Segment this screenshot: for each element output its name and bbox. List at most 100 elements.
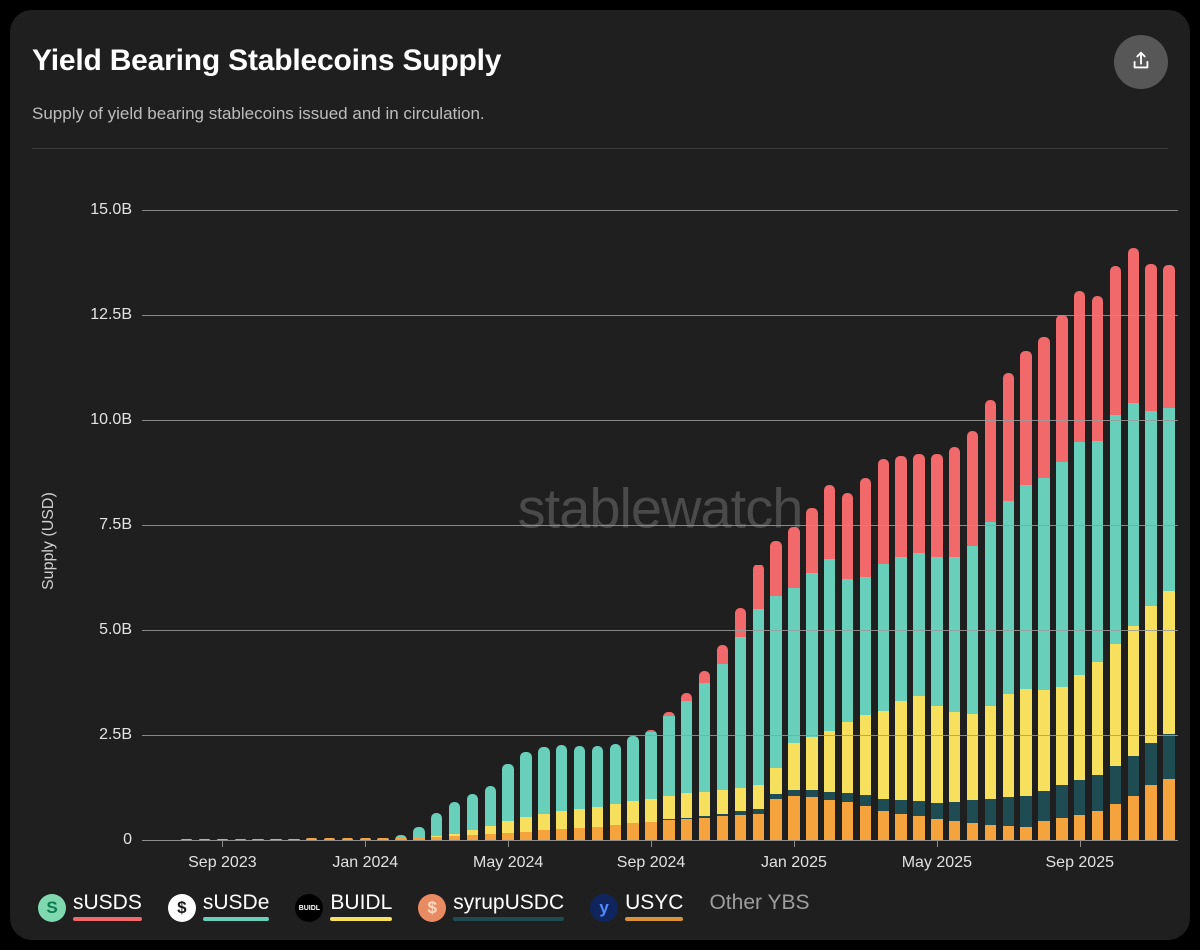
bar-column[interactable] bbox=[413, 826, 425, 840]
bar-segment-usyc bbox=[681, 819, 693, 840]
bar-column[interactable] bbox=[180, 839, 193, 840]
x-axis-tick-label: Jan 2025 bbox=[761, 854, 827, 871]
bar-column[interactable] bbox=[538, 747, 550, 840]
bar-column[interactable] bbox=[234, 839, 246, 840]
bar-series-group bbox=[142, 210, 1178, 840]
bar-segment-syrupusdc bbox=[698, 815, 711, 818]
bar-column[interactable] bbox=[395, 835, 407, 840]
bar-column[interactable] bbox=[931, 454, 943, 840]
bar-column[interactable] bbox=[716, 645, 729, 840]
bar-segment-buidl bbox=[448, 833, 461, 836]
legend-color-swatch bbox=[73, 917, 142, 921]
bar-column[interactable] bbox=[359, 837, 371, 840]
bar-segment-usyc bbox=[698, 817, 711, 840]
bar-segment-usyc bbox=[341, 838, 354, 840]
bar-segment-susds bbox=[1074, 291, 1086, 443]
legend-item-buidl[interactable]: BUIDL BUIDL bbox=[295, 892, 393, 922]
bar-column[interactable] bbox=[448, 802, 461, 840]
bar-column[interactable] bbox=[1038, 337, 1050, 840]
bar-column[interactable] bbox=[341, 838, 354, 840]
bar-column[interactable] bbox=[1020, 350, 1032, 840]
bar-column[interactable] bbox=[1127, 247, 1140, 840]
bar-column[interactable] bbox=[752, 564, 764, 840]
bar-segment-susde bbox=[413, 826, 425, 838]
legend-color-swatch bbox=[625, 917, 684, 921]
y-axis-tick-label: 0 bbox=[123, 831, 132, 848]
bar-segment-buidl bbox=[1091, 661, 1104, 775]
bar-column[interactable] bbox=[466, 794, 479, 840]
bar-column[interactable] bbox=[502, 764, 514, 840]
gridline bbox=[142, 420, 1178, 421]
bar-column[interactable] bbox=[305, 838, 318, 840]
bar-column[interactable] bbox=[591, 745, 604, 840]
bar-segment-usyc bbox=[1038, 821, 1050, 840]
bar-column[interactable] bbox=[823, 485, 836, 840]
bar-column[interactable] bbox=[1145, 263, 1157, 840]
legend-item-susde[interactable]: $ sUSDe bbox=[167, 892, 270, 922]
bar-column[interactable] bbox=[966, 430, 979, 840]
bar-segment-susde bbox=[431, 812, 443, 836]
bar-column[interactable] bbox=[323, 838, 336, 840]
bar-column[interactable] bbox=[1091, 296, 1104, 840]
susde-coin-icon: $ bbox=[167, 894, 196, 922]
bar-segment-buidl bbox=[806, 737, 818, 790]
bar-segment-usyc bbox=[645, 821, 657, 840]
bar-column[interactable] bbox=[681, 693, 693, 840]
bar-column[interactable] bbox=[484, 785, 497, 840]
legend-item-other-ybs[interactable]: Other YBS bbox=[709, 892, 809, 913]
x-axis-tick bbox=[793, 840, 795, 847]
bar-column[interactable] bbox=[949, 447, 961, 840]
bar-column[interactable] bbox=[913, 454, 925, 840]
bar-column[interactable] bbox=[1163, 265, 1175, 840]
bar-segment-usyc bbox=[1109, 804, 1122, 840]
bar-segment-usyc bbox=[966, 823, 979, 840]
legend-color-swatch bbox=[202, 917, 270, 921]
bar-column[interactable] bbox=[859, 477, 872, 840]
bar-segment-susds bbox=[752, 564, 764, 609]
bar-column[interactable] bbox=[1109, 265, 1122, 840]
bar-column[interactable] bbox=[288, 838, 300, 840]
bar-column[interactable] bbox=[627, 736, 639, 840]
bar-column[interactable] bbox=[806, 508, 818, 840]
bar-column[interactable] bbox=[645, 729, 657, 840]
y-axis-ticks: 0 2.5B 5.0B 7.5B 10.0B 12.5B 15.0B bbox=[10, 160, 132, 848]
x-axis-tick-label: May 2024 bbox=[473, 854, 544, 871]
bar-column[interactable] bbox=[984, 399, 997, 840]
bar-segment-buidl bbox=[966, 714, 979, 801]
bar-segment-susde bbox=[1002, 500, 1015, 694]
bar-column[interactable] bbox=[698, 670, 711, 840]
bar-column[interactable] bbox=[788, 527, 800, 840]
share-button[interactable] bbox=[1114, 35, 1168, 89]
bar-column[interactable] bbox=[252, 838, 264, 840]
bar-column[interactable] bbox=[431, 812, 443, 840]
bar-column[interactable] bbox=[770, 541, 782, 840]
bar-column[interactable] bbox=[1074, 291, 1086, 840]
bar-segment-susde bbox=[716, 664, 729, 791]
bar-column[interactable] bbox=[1056, 315, 1068, 840]
bar-column[interactable] bbox=[573, 745, 586, 840]
bar-column[interactable] bbox=[895, 455, 907, 840]
bar-column[interactable] bbox=[877, 458, 889, 840]
bar-column[interactable] bbox=[270, 838, 282, 840]
bar-segment-buidl bbox=[949, 711, 961, 803]
bar-segment-buidl bbox=[484, 825, 497, 835]
bar-column[interactable] bbox=[520, 751, 532, 840]
bar-segment-buidl bbox=[895, 701, 907, 801]
bar-column[interactable] bbox=[663, 711, 675, 840]
legend-item-syrupusdc[interactable]: $ syrupUSDC bbox=[418, 892, 565, 922]
bar-column[interactable] bbox=[1002, 372, 1015, 840]
grid-area: stablewatch bbox=[142, 160, 1178, 841]
chart-plot-area: Supply (USD) 0 2.5B 5.0B 7.5B 10.0B 12.5B 15.0… bbox=[10, 160, 1190, 871]
bar-column[interactable] bbox=[216, 839, 229, 840]
bar-segment-susde bbox=[1091, 441, 1104, 662]
bar-column[interactable] bbox=[734, 607, 747, 840]
bar-column[interactable] bbox=[841, 492, 854, 840]
bar-segment-susds bbox=[1002, 372, 1015, 501]
bar-column[interactable] bbox=[609, 744, 622, 840]
bar-column[interactable] bbox=[198, 839, 211, 840]
bar-column[interactable] bbox=[377, 837, 389, 840]
legend-item-usyc[interactable]: y USYC bbox=[590, 892, 684, 922]
bar-segment-susds bbox=[859, 477, 872, 577]
bar-column[interactable] bbox=[556, 745, 568, 840]
